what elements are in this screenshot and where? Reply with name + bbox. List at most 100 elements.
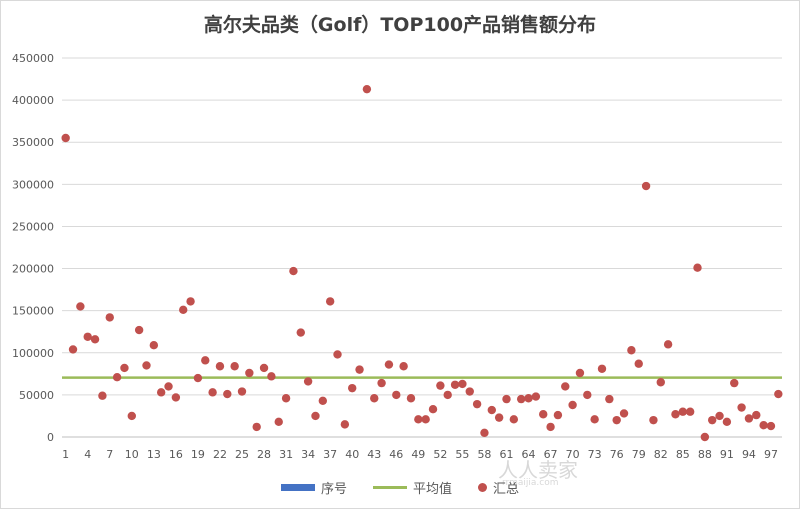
y-tick-label: 300000 (12, 178, 54, 191)
legend-swatch-dot (478, 483, 487, 492)
data-point (715, 411, 724, 421)
x-tick-label: 79 (632, 448, 646, 461)
x-tick-label: 82 (654, 448, 668, 461)
legend-swatch-bar (280, 484, 315, 491)
data-point (164, 382, 173, 391)
legend-item-series-no: 序号 (280, 478, 347, 497)
data-point (370, 394, 379, 403)
data-point (377, 378, 386, 388)
data-point (230, 362, 239, 371)
data-point (605, 394, 614, 404)
data-point (134, 325, 144, 335)
legend-label: 平均值 (412, 482, 452, 497)
x-tick-label: 64 (522, 448, 536, 461)
data-point (414, 415, 423, 424)
grid-lines (62, 57, 782, 396)
data-point (90, 335, 100, 344)
data-point (539, 410, 548, 419)
data-point (289, 266, 298, 276)
data-point (649, 415, 658, 425)
data-point (333, 350, 342, 359)
data-point (693, 263, 702, 272)
data-point (296, 328, 305, 337)
data-point (179, 305, 188, 315)
data-point (303, 377, 313, 386)
legend-swatch-line (372, 486, 407, 489)
x-tick-label: 94 (742, 448, 756, 461)
data-point (561, 382, 570, 391)
x-tick-label: 31 (279, 448, 293, 461)
watermark-logo: 人人卖家 (498, 458, 578, 482)
data-point (399, 362, 408, 371)
data-point (112, 373, 122, 382)
data-point (156, 388, 166, 397)
data-point (215, 362, 225, 371)
data-point (509, 415, 519, 424)
data-point (619, 409, 629, 418)
data-point (406, 394, 416, 403)
x-tick-label: 4 (84, 448, 91, 461)
data-point (708, 415, 717, 425)
legend-item-average: 平均值 (372, 478, 452, 497)
data-point (722, 417, 732, 427)
data-point (120, 363, 129, 373)
data-point (223, 389, 232, 399)
x-tick-label: 43 (367, 448, 381, 461)
y-tick-label: 400000 (12, 94, 54, 107)
scatter-points (61, 84, 783, 442)
data-point (428, 405, 438, 414)
x-tick-label: 61 (499, 448, 513, 461)
data-point (208, 388, 217, 397)
x-tick-label: 19 (191, 448, 205, 461)
data-point (663, 340, 673, 349)
chart-title: 高尔夫品类（Golf）TOP100产品销售额分布 (203, 14, 597, 36)
data-point (318, 396, 328, 405)
data-point (105, 313, 114, 322)
data-point (531, 392, 541, 401)
y-tick-label: 50000 (19, 389, 54, 402)
x-tick-label: 22 (213, 448, 227, 461)
data-point (480, 428, 489, 437)
data-point (68, 345, 78, 354)
data-point (597, 364, 607, 373)
data-point (590, 415, 599, 424)
x-tick-label: 25 (235, 448, 249, 461)
y-tick-label: 200000 (12, 263, 54, 276)
y-tick-label: 0 (47, 431, 54, 444)
x-tick-label: 85 (676, 448, 690, 461)
x-tick-label: 34 (301, 448, 315, 461)
data-point (678, 407, 688, 416)
data-point (553, 410, 563, 420)
x-tick-label: 37 (323, 448, 337, 461)
data-point (186, 297, 195, 306)
x-axis: 1 4 7 10 13 16 19 22 25 28 31 34 37 40 43 46 49 52 55 58 61 6… (62, 436, 782, 461)
x-tick-label: 49 (411, 448, 425, 461)
data-point (612, 415, 621, 425)
legend-label: 序号 (320, 482, 347, 497)
data-point (641, 181, 651, 191)
data-point (627, 346, 636, 355)
data-point (465, 387, 474, 396)
x-tick-label: 28 (257, 448, 271, 461)
x-tick-label: 40 (345, 448, 359, 461)
data-point (201, 356, 210, 365)
data-point (274, 417, 283, 427)
data-point (392, 390, 401, 400)
data-point (656, 378, 665, 387)
x-tick-label: 13 (147, 448, 161, 461)
data-point (421, 415, 430, 424)
x-tick-label: 97 (764, 448, 778, 461)
data-point (193, 373, 203, 383)
data-point (685, 407, 695, 416)
x-tick-label: 58 (477, 448, 491, 461)
data-point (546, 422, 555, 432)
data-point (443, 390, 452, 400)
data-point (171, 393, 181, 402)
data-point (61, 133, 70, 143)
chart-legend: 序号 平均值 汇总 (0, 478, 800, 497)
data-point (502, 394, 511, 404)
data-point (730, 378, 739, 388)
legend-label: 汇总 (493, 482, 520, 497)
data-point (752, 410, 761, 420)
